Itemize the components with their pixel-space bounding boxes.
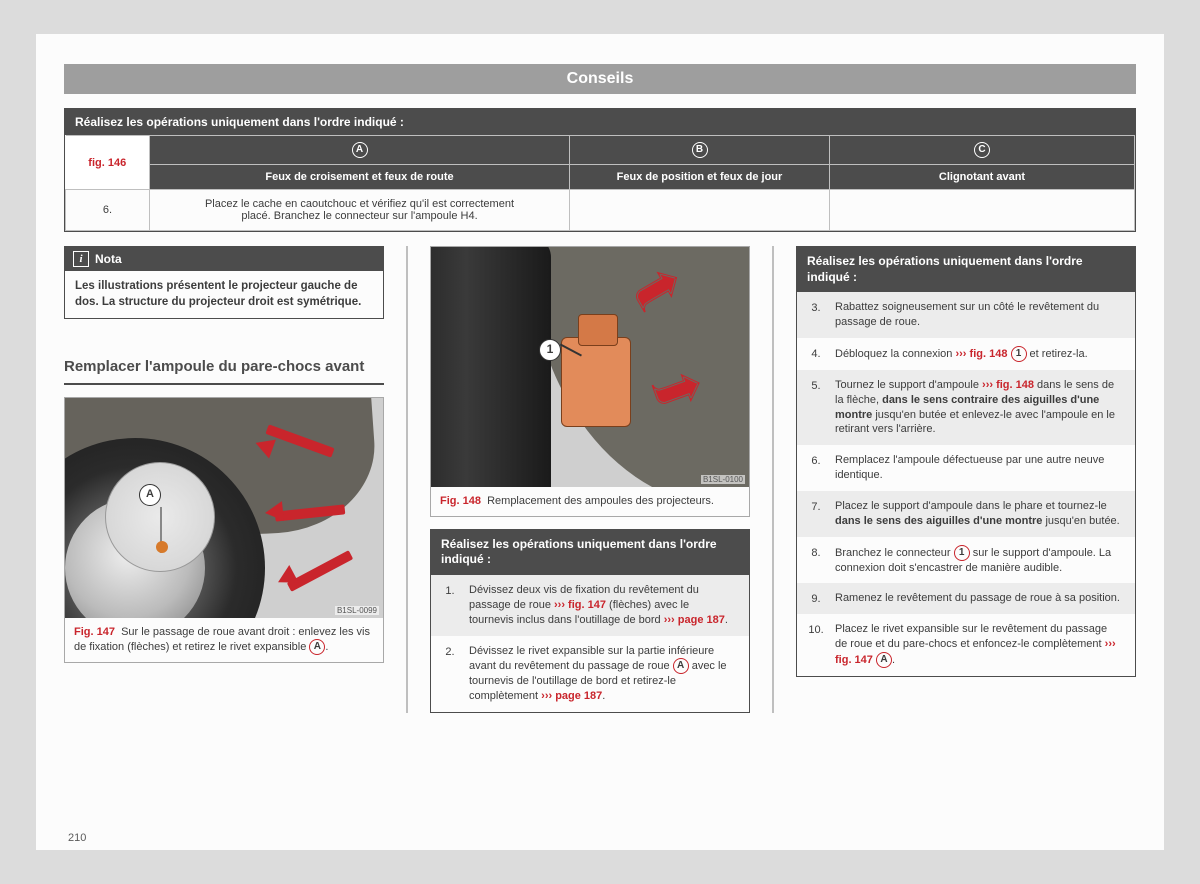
column-separator-1 xyxy=(406,246,408,713)
ops-num: 10. xyxy=(797,622,835,636)
ops-num: 8. xyxy=(797,545,835,559)
nota-box: i Nota Les illustrations présentent le p… xyxy=(64,246,384,319)
ops-text: Branchez le connecteur 1 sur le support … xyxy=(835,545,1127,576)
ops-num: 2. xyxy=(431,644,469,658)
ops-row: 5.Tournez le support d'ampoule ››› fig. … xyxy=(797,370,1135,445)
ops-num: 4. xyxy=(797,346,835,360)
fig147-callout xyxy=(105,462,215,572)
ops-num: 1. xyxy=(431,583,469,597)
section-title: Remplacer l'ampoule du pare-chocs avant xyxy=(64,353,384,385)
operations-table-top: Réalisez les opérations uniquement dans … xyxy=(64,108,1136,232)
fig147-code: B1SL-0099 xyxy=(335,606,379,615)
operations-right: Réalisez les opérations uniquement dans … xyxy=(796,246,1136,677)
figure-148: ➦ ➦ 1 B1SL-0100 Fig. 148 Remplacement de… xyxy=(430,246,750,517)
ops-row: 10.Placez le rivet expansible sur le rev… xyxy=(797,614,1135,676)
col-a-letter: A xyxy=(150,136,570,165)
ops-row: 6.Remplacez l'ampoule défectueuse par un… xyxy=(797,445,1135,491)
column-left: i Nota Les illustrations présentent le p… xyxy=(64,246,384,713)
ops-row: 3.Rabattez soigneusement sur un côté le … xyxy=(797,292,1135,338)
ops-num: 9. xyxy=(797,591,835,605)
row-empty-b xyxy=(570,190,830,231)
ops-text: Dévissez deux vis de fixation du revêtem… xyxy=(469,583,741,628)
operations-table: fig. 146 A B C Feux de croisement et feu… xyxy=(65,135,1135,231)
row-num: 6. xyxy=(66,190,150,231)
nota-body: Les illustrations présentent le projecte… xyxy=(65,271,383,318)
ops-text: Placez le support d'ampoule dans le phar… xyxy=(835,499,1127,529)
operations-table-heading: Réalisez les opérations uniquement dans … xyxy=(65,109,1135,135)
ops-text: Ramenez le revêtement du passage de roue… xyxy=(835,591,1127,606)
figure-147-image: A B1SL-0099 xyxy=(65,398,383,618)
figure-148-image: ➦ ➦ 1 B1SL-0100 xyxy=(431,247,749,487)
operations-middle: Réalisez les opérations uniquement dans … xyxy=(430,529,750,713)
operations-middle-heading: Réalisez les opérations uniquement dans … xyxy=(431,530,749,575)
operations-right-heading: Réalisez les opérations uniquement dans … xyxy=(797,247,1135,292)
ops-text: Rabattez soigneusement sur un côté le re… xyxy=(835,300,1127,330)
page-number: 210 xyxy=(68,832,86,844)
ops-num: 7. xyxy=(797,499,835,513)
fig148-label-1: 1 xyxy=(539,339,561,361)
ops-text: Dévissez le rivet expansible sur la part… xyxy=(469,644,741,705)
col-b-label: Feux de position et feux de jour xyxy=(570,165,830,190)
ops-num: 5. xyxy=(797,378,835,392)
fig147-label-a: A xyxy=(139,484,161,506)
col-a-label: Feux de croisement et feux de route xyxy=(150,165,570,190)
ops-num: 3. xyxy=(797,300,835,314)
col-c-label: Clignotant avant xyxy=(830,165,1135,190)
col-b-letter: B xyxy=(570,136,830,165)
figure-148-caption: Fig. 148 Remplacement des ampoules des p… xyxy=(431,487,749,516)
ops-text: Débloquez la connexion ››› fig. 148 1 et… xyxy=(835,346,1127,362)
fig148-code: B1SL-0100 xyxy=(701,475,745,484)
figure-147-caption: Fig. 147 Sur le passage de roue avant dr… xyxy=(65,618,383,663)
column-middle: ➦ ➦ 1 B1SL-0100 Fig. 148 Remplacement de… xyxy=(430,246,750,713)
ops-num: 6. xyxy=(797,453,835,467)
ops-row: 8.Branchez le connecteur 1 sur le suppor… xyxy=(797,537,1135,584)
row-text: Placez le cache en caoutchouc et vérifie… xyxy=(150,190,570,231)
figure-147: A B1SL-0099 Fig. 147 Sur le passage de r… xyxy=(64,397,384,664)
ops-row: 9.Ramenez le revêtement du passage de ro… xyxy=(797,583,1135,614)
page-title-banner: Conseils xyxy=(64,64,1136,94)
ops-row: 1.Dévissez deux vis de fixation du revêt… xyxy=(431,575,749,636)
ops-text: Remplacez l'ampoule défectueuse par une … xyxy=(835,453,1127,483)
ops-text: Tournez le support d'ampoule ››› fig. 14… xyxy=(835,378,1127,437)
ops-row: 4.Débloquez la connexion ››› fig. 148 1 … xyxy=(797,338,1135,370)
nota-heading: i Nota xyxy=(65,247,383,271)
col-c-letter: C xyxy=(830,136,1135,165)
ops-text: Placez le rivet expansible sur le revête… xyxy=(835,622,1127,668)
ops-row: 7.Placez le support d'ampoule dans le ph… xyxy=(797,491,1135,537)
manual-page: Conseils Réalisez les opérations uniquem… xyxy=(0,0,1200,884)
nota-title: Nota xyxy=(95,252,122,266)
page-sheet: Conseils Réalisez les opérations uniquem… xyxy=(36,34,1164,850)
table-fig-ref: fig. 146 xyxy=(66,136,150,190)
content-columns: i Nota Les illustrations présentent le p… xyxy=(64,246,1136,713)
ops-row: 2.Dévissez le rivet expansible sur la pa… xyxy=(431,636,749,713)
info-icon: i xyxy=(73,251,89,267)
row-empty-c xyxy=(830,190,1135,231)
column-right: Réalisez les opérations uniquement dans … xyxy=(796,246,1136,713)
column-separator-2 xyxy=(772,246,774,713)
